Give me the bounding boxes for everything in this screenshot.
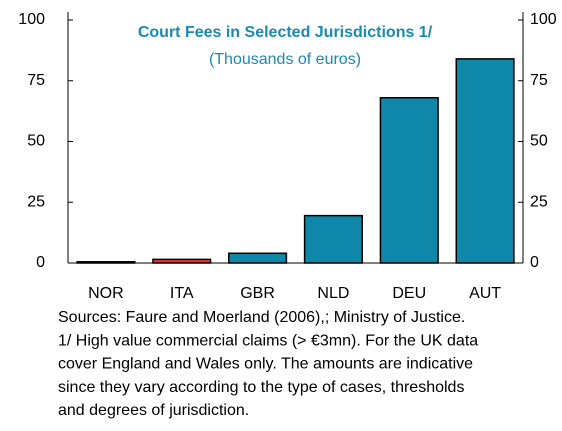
x-tick-label: NOR	[88, 285, 124, 302]
bar	[455, 58, 515, 264]
x-tick-label: NLD	[317, 285, 349, 302]
bar	[152, 258, 212, 264]
y2-tick-label: 75	[530, 72, 548, 89]
x-tick-label: DEU	[392, 285, 426, 302]
y-tick-label: 50	[27, 133, 45, 150]
x-tick-label: AUT	[469, 285, 501, 302]
chart-title: Court Fees in Selected Jurisdictions 1/	[138, 24, 433, 41]
y-tick-label: 25	[27, 193, 45, 210]
footnote: cover England and Wales only. The amount…	[58, 356, 473, 373]
bar	[379, 97, 439, 264]
bar	[303, 214, 363, 264]
y2-tick-label: 100	[530, 11, 557, 28]
y2-tick-label: 50	[530, 133, 548, 150]
bar	[228, 252, 288, 264]
y-tick-label: 75	[27, 72, 45, 89]
y-tick-label: 100	[18, 11, 45, 28]
footnote: Sources: Faure and Moerland (2006),; Min…	[58, 309, 465, 326]
x-tick-label: ITA	[170, 285, 194, 302]
footnote: and degrees of jurisdiction.	[58, 402, 249, 419]
chart-subtitle: (Thousands of euros)	[209, 51, 361, 68]
y-tick-label: 0	[36, 254, 45, 271]
y2-tick-label: 0	[530, 254, 539, 271]
footnote: since they vary according to the type of…	[58, 379, 464, 396]
bar	[76, 261, 136, 264]
x-tick-label: GBR	[240, 285, 275, 302]
footnote: 1/ High value commercial claims (> €3mn)…	[58, 332, 478, 349]
y2-tick-label: 25	[530, 193, 548, 210]
